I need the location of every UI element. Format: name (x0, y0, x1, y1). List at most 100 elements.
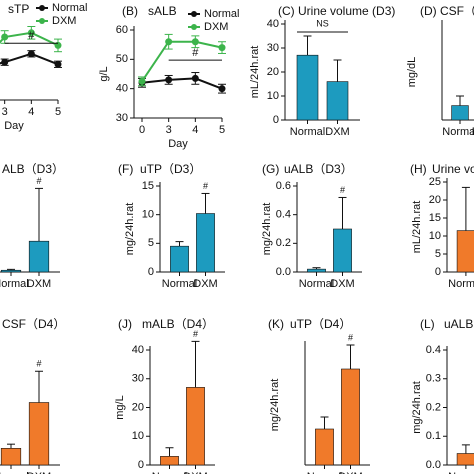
panel-label: (L) (420, 317, 435, 331)
line (141, 40, 223, 82)
y-tick-label: 40 (132, 344, 144, 356)
y-tick-label: 0.1 (426, 430, 441, 442)
bar (28, 402, 50, 466)
y-tick-label: 0.4 (276, 209, 291, 221)
annotation: # (348, 332, 353, 342)
legend-marker (39, 18, 45, 24)
y-axis-label: mL/24h.rat (249, 46, 261, 99)
y-axis-label: mg/24h.rat (261, 203, 273, 256)
x-tick-label: DXM (27, 278, 51, 290)
y-tick-label: 0.0 (276, 266, 291, 278)
line (0, 52, 59, 66)
legend-marker (191, 24, 197, 30)
line (141, 77, 223, 90)
annotation: # (36, 176, 41, 186)
y-tick-label: 40 (116, 83, 128, 95)
point (27, 29, 35, 37)
y-tick-label: 10 (132, 430, 144, 442)
y-tick-label: 20 (429, 194, 441, 206)
x-tick-label: DXM (183, 471, 207, 474)
legend-label: Normal (204, 8, 239, 20)
x-tick-label: Normal (290, 126, 325, 138)
x-tick-label: DXM (338, 471, 362, 474)
y-tick-label: 10 (142, 209, 154, 221)
y-tick-label: 0 (273, 114, 279, 126)
annotation: # (193, 329, 198, 339)
panel-label: (G) (262, 162, 279, 176)
y-axis-label: g/L (98, 66, 110, 81)
y-tick-label: 50 (116, 53, 128, 65)
x-tick-label: 3 (166, 124, 172, 136)
x-tick-label: 4 (28, 106, 34, 118)
y-tick-label: 0.3 (426, 373, 441, 385)
chart-title: CSF（D3） (440, 4, 474, 18)
point (138, 77, 146, 85)
chart-title: sTP (8, 2, 29, 16)
x-tick-label: 5 (219, 124, 225, 136)
chart-title: sALB (148, 4, 177, 18)
y-tick-label: 25 (429, 176, 441, 188)
x-tick-label: 5 (55, 106, 61, 118)
point (1, 33, 9, 41)
point (54, 60, 62, 68)
y-tick-label: 0.2 (276, 237, 291, 249)
bar (170, 245, 189, 273)
chart-title: Urine volume (432, 162, 474, 176)
y-tick-label: 0 (148, 266, 154, 278)
legend-label: DXM (204, 21, 228, 33)
y-axis-label: mg/24h.rat (269, 379, 281, 432)
chart-title: uTP（D4） (290, 317, 351, 331)
y-tick-label: 5 (148, 237, 154, 249)
x-tick-label: DXM (472, 126, 474, 138)
annotation: # (192, 47, 199, 59)
chart-title: ALB（D3） (2, 162, 64, 176)
x-tick-label: Normal (448, 278, 474, 290)
x-tick-label: DXM (193, 278, 217, 290)
point (191, 74, 199, 82)
bar (0, 269, 22, 273)
x-tick-label: 0 (139, 124, 145, 136)
y-tick-label: 0.0 (426, 459, 441, 471)
y-tick-label: 60 (116, 24, 128, 36)
point (191, 38, 199, 46)
y-axis-label: mg/L (114, 395, 126, 419)
chart-title: CSF（D4） (2, 317, 65, 331)
bar (307, 268, 326, 273)
y-tick-label: 30 (132, 373, 144, 385)
panel-label: (F) (118, 162, 133, 176)
chart-title: uTP（D3） (140, 162, 201, 176)
point (165, 76, 173, 84)
x-tick-label: 3 (2, 106, 8, 118)
bar (451, 105, 469, 121)
point (218, 85, 226, 93)
bar (326, 81, 349, 121)
y-axis-label: mL/24h.rat (411, 201, 423, 254)
x-tick-label: DXM (27, 471, 51, 474)
annotation: # (28, 30, 35, 42)
y-tick-label: 15 (429, 212, 441, 224)
y-tick-label: 0.6 (276, 180, 291, 192)
y-axis-label: mg/24h.rat (411, 381, 423, 434)
chart-title: mALB（D4） (142, 317, 214, 331)
x-axis-label: Day (168, 138, 188, 150)
bar (28, 240, 50, 273)
bar (0, 448, 22, 466)
y-tick-label: 0 (435, 266, 441, 278)
panel-label: (B) (122, 4, 138, 18)
panel-label: (H) (410, 162, 427, 176)
y-axis-label: mg/dL (406, 57, 418, 88)
x-tick-label: Normal (0, 278, 29, 290)
bar (456, 453, 474, 466)
annotation: NS (316, 18, 329, 28)
y-tick-label: 0.2 (426, 401, 441, 413)
panel-label: (K) (268, 317, 284, 331)
x-tick-label: Normal (0, 471, 29, 474)
point (165, 38, 173, 46)
annotation: # (340, 185, 345, 195)
bar (456, 230, 474, 273)
x-tick-label: DXM (325, 126, 349, 138)
annotation: # (203, 181, 208, 191)
y-tick-label: 5 (435, 248, 441, 260)
line (0, 31, 59, 47)
